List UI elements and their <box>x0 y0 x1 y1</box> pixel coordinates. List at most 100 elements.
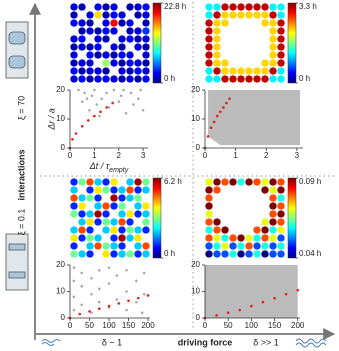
heat-dot <box>86 250 94 258</box>
point <box>80 284 84 288</box>
heat-dot <box>110 242 118 250</box>
heat-dot <box>102 210 110 218</box>
point <box>83 91 86 95</box>
y-axis-label: Δr / a <box>46 108 56 131</box>
heat-dot <box>253 242 261 250</box>
colorbar <box>152 177 162 259</box>
point <box>146 294 150 297</box>
heat-dot <box>126 67 134 75</box>
heat-dot <box>213 43 221 51</box>
point <box>86 119 90 122</box>
heat-dot <box>213 234 221 242</box>
heat-dot <box>70 11 78 19</box>
heat-dot <box>205 186 213 194</box>
point <box>225 101 228 105</box>
heat-dot <box>213 51 221 59</box>
heat-dot <box>102 186 110 194</box>
heat-dot <box>253 226 261 234</box>
heat-dot <box>70 194 78 202</box>
heat-dot <box>94 178 102 186</box>
heat-dot <box>205 27 213 35</box>
heat-dot <box>78 27 86 35</box>
heat-dot <box>205 51 213 59</box>
heat-dot <box>213 242 221 250</box>
heat-dot <box>277 186 285 194</box>
heat-dot <box>86 67 94 75</box>
point <box>80 100 84 103</box>
colorbar-label: 22.8 h <box>164 2 186 11</box>
heat-dot <box>94 186 102 194</box>
heat-dot <box>70 3 78 11</box>
point <box>72 308 76 312</box>
heat-dot <box>70 234 78 242</box>
point <box>122 88 125 92</box>
heat-dot <box>269 186 277 194</box>
x-tick-label: 0 <box>68 151 73 160</box>
heat-dot <box>261 11 269 19</box>
heat-dot <box>229 234 237 242</box>
heat-dot <box>78 3 86 11</box>
x-axis-label-sub: empty <box>109 167 129 174</box>
colorbar <box>152 2 162 84</box>
x-tick-label: 3 <box>141 151 146 160</box>
heat-dot <box>245 11 253 19</box>
point <box>119 94 123 98</box>
point <box>107 304 111 308</box>
heat-dot <box>134 250 142 258</box>
heat-dot <box>213 186 221 194</box>
heat-dot <box>237 234 245 242</box>
heat-dot <box>277 218 285 226</box>
heat-dot <box>126 3 134 11</box>
heat-dot <box>94 43 102 51</box>
heat-dot <box>205 43 213 51</box>
point <box>125 308 128 312</box>
heat-dot <box>70 178 78 186</box>
heat-dot <box>102 67 110 75</box>
heat-dot <box>126 35 134 43</box>
point <box>250 304 253 308</box>
heat-dot <box>118 51 126 59</box>
point <box>100 97 103 100</box>
colorbar-label: 0 h <box>164 249 175 258</box>
heat-dot <box>205 242 213 250</box>
point <box>127 299 130 303</box>
heat-dot <box>253 67 261 75</box>
heat-dot <box>134 75 142 83</box>
heat-dot <box>78 75 86 83</box>
heat-dot <box>110 27 118 35</box>
heat-dot <box>94 242 102 250</box>
heat-dot <box>142 3 150 11</box>
y-tick-label: 10 <box>191 114 200 123</box>
heat-dot <box>86 234 94 242</box>
heat-dot <box>126 19 134 27</box>
heat-dot <box>134 226 142 234</box>
point <box>212 120 216 124</box>
heat-dot <box>86 242 94 250</box>
heat-dot <box>269 234 277 242</box>
heat-dot <box>253 178 261 186</box>
x-tick-label: 200 <box>291 321 305 330</box>
heat-dot <box>86 11 94 19</box>
heat-dot <box>102 75 110 83</box>
heat-dot <box>70 202 78 210</box>
heat-dot <box>134 186 142 194</box>
heat-dot <box>277 35 285 43</box>
heat-dot <box>245 67 253 75</box>
heat-dot <box>277 242 285 250</box>
point <box>135 279 138 283</box>
y-tick-label: 20 <box>191 260 200 269</box>
point <box>139 88 142 92</box>
y-tick-label: 20 <box>56 260 65 269</box>
x-tick-label: 150 <box>268 321 282 330</box>
x-axis-title: driving force <box>178 337 233 347</box>
heat-dot <box>118 186 126 194</box>
y-tick-label: 10 <box>56 114 65 123</box>
heat-dot <box>213 35 221 43</box>
point <box>219 110 222 114</box>
heat-dot <box>277 202 285 210</box>
point <box>97 307 101 311</box>
heat-dot <box>78 35 86 43</box>
heat-dot <box>94 3 102 11</box>
point <box>261 300 265 304</box>
point <box>125 290 128 293</box>
